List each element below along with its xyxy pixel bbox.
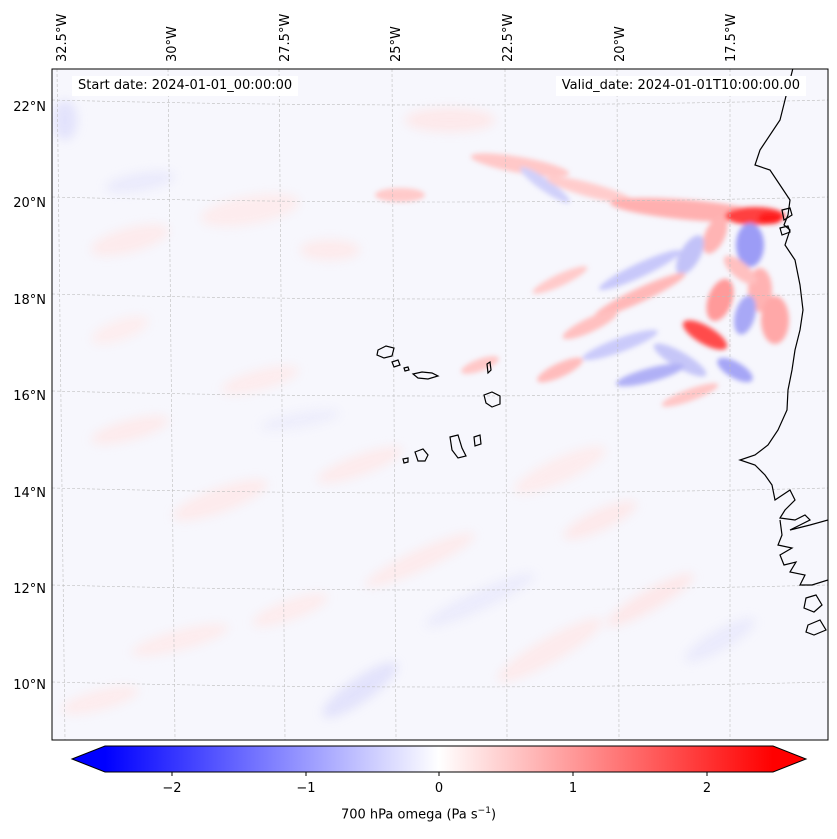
colorbar-tick-label: 0	[435, 781, 443, 796]
colorbar-gradient	[105, 746, 773, 772]
start-date-label: Start date: 2024-01-01_00:00:00	[72, 76, 299, 96]
lat-axis: 22°N 20°N 18°N 16°N 14°N 12°N 10°N	[13, 100, 46, 693]
sao-vicente-island	[391, 359, 401, 368]
sal-island	[486, 360, 492, 375]
lat-label: 10°N	[13, 678, 46, 693]
lon-label: 20°W	[613, 26, 628, 62]
lon-label: 25°W	[389, 26, 404, 62]
brava-island	[402, 457, 409, 464]
santo-antao-island	[376, 345, 395, 359]
colorbar-label-close: )	[490, 807, 497, 823]
strong-anomalies	[375, 153, 789, 407]
colorbar-label-text: 700 hPa omega (Pa s	[340, 807, 478, 823]
santa-luzia-island	[403, 366, 410, 372]
colorbar-outline	[70, 745, 808, 773]
lon-label: 27.5°W	[278, 14, 293, 62]
omega-field	[52, 69, 828, 740]
boa-vista-island	[483, 391, 501, 408]
maio-island	[473, 434, 482, 447]
lon-label: 30°W	[165, 26, 180, 62]
colorbar: −2 −1 0 1 2	[70, 745, 808, 796]
colorbar-tick-label: −2	[162, 781, 181, 796]
valid-date-label: Valid_date: 2024-01-01T10:00:00.00	[555, 76, 806, 96]
west-africa-coastline	[738, 69, 828, 531]
lat-label: 18°N	[13, 293, 46, 308]
lat-label: 12°N	[13, 582, 46, 597]
colorbar-max-extend	[773, 746, 806, 772]
gridlines	[52, 69, 828, 740]
colorbar-tick-label: 2	[703, 781, 711, 796]
coastlines	[376, 69, 828, 636]
sao-nicolau-island	[411, 371, 440, 380]
lat-label: 16°N	[13, 389, 46, 404]
colorbar-min-extend	[72, 746, 105, 772]
santiago-island	[449, 434, 467, 459]
map-frame	[51, 68, 829, 741]
lat-label: 14°N	[13, 486, 46, 501]
lon-label: 32.5°W	[55, 14, 70, 62]
weak-anomalies	[53, 100, 755, 718]
lat-label: 20°N	[13, 196, 46, 211]
colorbar-tick-label: 1	[569, 781, 577, 796]
colorbar-tick-label: −1	[296, 781, 315, 796]
colorbar-label-exponent: −1	[477, 806, 491, 816]
lat-label: 22°N	[13, 100, 46, 115]
lon-label: 17.5°W	[724, 14, 739, 62]
lon-axis: 32.5°W 30°W 27.5°W 25°W 22.5°W 20°W 17.5…	[55, 14, 739, 62]
fogo-island	[414, 448, 429, 462]
lon-label: 22.5°W	[501, 14, 516, 62]
colorbar-label: 700 hPa omega (Pa s−1)	[0, 806, 837, 822]
